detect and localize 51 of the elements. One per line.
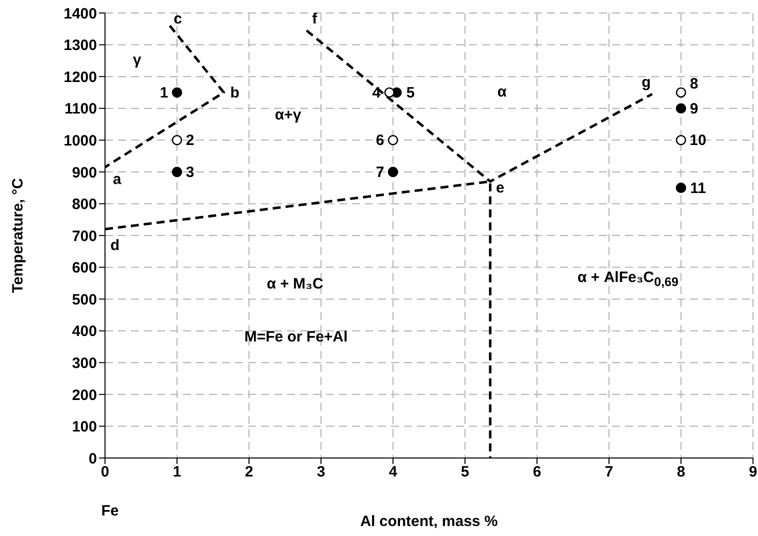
y-tick-label: 1200: [64, 68, 97, 86]
x-tick-label: 2: [244, 464, 254, 481]
y-tick-label: 800: [72, 196, 97, 214]
annotation: 2: [186, 132, 194, 149]
y-tick-label: 1000: [64, 132, 97, 150]
annotation: a: [112, 170, 122, 188]
y-tick-label: 1400: [64, 5, 97, 22]
x-tick-label: 5: [460, 464, 470, 481]
annotation: f: [312, 10, 318, 27]
annotation: 6: [376, 132, 384, 149]
annotation: 3: [186, 163, 194, 180]
annotation: M=Fe or Fe+Al: [244, 328, 348, 346]
y-axis-title: Temperature, °C: [9, 178, 26, 293]
text: Fe: [101, 502, 119, 520]
y-tick-label: 700: [72, 228, 97, 245]
y-tick-label: 200: [72, 386, 97, 404]
y-tick-label: 900: [72, 164, 97, 182]
annotation: 7: [376, 163, 384, 180]
x-axis-title: Al content, mass %: [360, 513, 498, 530]
annotation: α + AlFe₃C$_{0,69}$: [578, 269, 678, 289]
annotation: 10: [690, 132, 706, 149]
annotation: 9: [690, 100, 698, 117]
x-tick-label: 3: [316, 464, 326, 481]
x-tick-label: 0: [100, 464, 110, 481]
x-tick-label: 7: [604, 464, 614, 481]
y-tick-label: 0: [88, 450, 97, 468]
y-tick-label: 1100: [64, 100, 97, 118]
annotation: e: [496, 178, 504, 196]
x-tick-label: 9: [748, 464, 758, 481]
annotation: 5: [406, 84, 415, 101]
x-tick-label: 6: [532, 464, 542, 481]
y-tick-label: 100: [72, 418, 97, 436]
y-tick-label: 400: [72, 323, 97, 340]
x-tick-label: 4: [388, 464, 398, 481]
annotation: α + M₃C: [266, 276, 324, 292]
annotation: d: [110, 236, 120, 254]
annotation: α+γ: [274, 106, 302, 124]
annotation: b: [230, 84, 240, 101]
annotation: γ: [132, 52, 142, 68]
annotation: 11: [690, 179, 706, 196]
y-tick-label: 500: [72, 291, 97, 308]
x-tick-label: 1: [172, 464, 182, 481]
annotation: 1: [160, 84, 168, 101]
y-tick-label: 1300: [64, 37, 97, 54]
y-tick-label: 300: [72, 354, 97, 372]
annotation: g: [642, 74, 651, 91]
annotation: 8: [690, 74, 698, 92]
annotation: α: [497, 84, 507, 100]
y-tick-label: 600: [72, 260, 97, 277]
x-tick-label: 8: [676, 464, 686, 481]
annotation: c: [174, 10, 182, 28]
